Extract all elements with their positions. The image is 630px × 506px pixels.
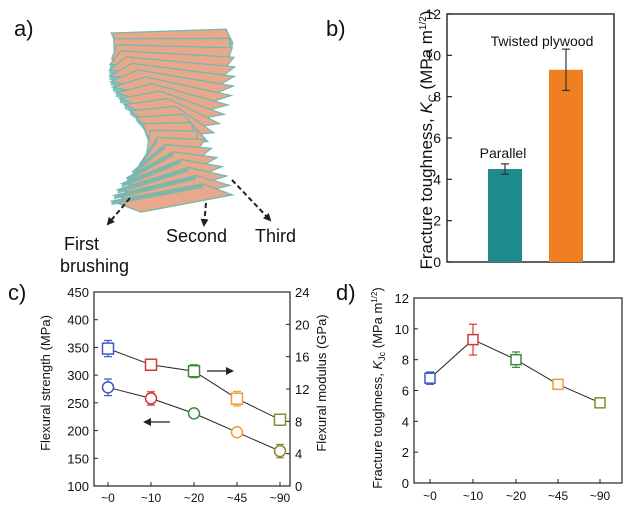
- chart-c-ytick-left-label: 150: [67, 451, 89, 466]
- chart-b-bar: [549, 69, 583, 262]
- chart-c-ytick-left-label: 400: [67, 313, 89, 328]
- chart-d-frame: [413, 297, 623, 484]
- chart-b-ytick-label: 12: [425, 6, 441, 22]
- plywood-layer-edge: [114, 175, 196, 200]
- chart-c-modulus-point: [101, 342, 115, 355]
- chart-b: Fracture toughness, KC (MPa m1/2) 0 2 4 6 8 1…: [417, 6, 615, 270]
- chart-c-ytick-right-label: 16: [295, 350, 309, 365]
- chart-c-ylabel-left: Flexural strength (MPa): [38, 315, 53, 451]
- chart-c-xtick-label: ~45: [227, 491, 248, 505]
- chart-c-modulus-point: [273, 413, 287, 426]
- chart-b-bar-label-twisted: Twisted plywood: [491, 33, 594, 49]
- twisted-plywood-illustration: [107, 28, 237, 213]
- chart-b-frame: [446, 13, 615, 263]
- chart-c-ytick-left-label: 450: [67, 285, 89, 300]
- chart-c-frame: [93, 291, 291, 487]
- chart-b-bar: [488, 169, 522, 262]
- annotation-second: Second: [166, 226, 227, 246]
- chart-c-strength-point: [187, 407, 201, 420]
- chart-d-point: [510, 353, 522, 366]
- chart-d-point: [467, 333, 479, 346]
- chart-d-ytick-label: 2: [402, 445, 409, 460]
- chart-d-line: [429, 339, 601, 404]
- plywood-layer-edge: [139, 137, 158, 169]
- chart-c-xtick-label: ~10: [141, 491, 162, 505]
- chart-c-ytick-left-label: 300: [67, 368, 89, 383]
- chart-c-ytick-right-label: 0: [295, 479, 302, 494]
- chart-d-xtick-label: ~45: [548, 489, 569, 503]
- panel-label-d: d): [336, 280, 356, 305]
- chart-c-modulus-point: [144, 358, 158, 371]
- chart-c-ytick-left-label: 350: [67, 340, 89, 355]
- chart-b-ytick-label: 4: [433, 171, 441, 187]
- chart-c-strength-point: [101, 381, 115, 394]
- chart-c-xtick-label: ~90: [270, 491, 291, 505]
- chart-c-xtick-label: ~20: [184, 491, 205, 505]
- chart-c-strength-point: [230, 425, 244, 439]
- chart-b-ytick-label: 0: [433, 254, 441, 270]
- chart-c-ytick-left-label: 250: [67, 396, 89, 411]
- chart-b-ytick-label: 2: [433, 213, 441, 229]
- chart-c: Flexural strength (MPa) Flexural modulus…: [38, 285, 329, 505]
- chart-d-ytick-label: 10: [395, 322, 409, 337]
- chart-d-ytick-label: 6: [402, 384, 409, 399]
- chart-d-xtick-label: ~10: [463, 489, 484, 503]
- plywood-layer-edge: [117, 167, 189, 194]
- annotation-third: Third: [255, 226, 296, 246]
- annotation-first: First: [64, 234, 99, 254]
- chart-d-point: [594, 397, 606, 409]
- chart-d-ytick-label: 4: [402, 414, 409, 429]
- chart-d: Fracture toughness, KJc (MPa m1/2) 0 2 4 6 8…: [370, 287, 623, 503]
- annotation-brushing: brushing: [60, 256, 129, 276]
- chart-b-ytick-label: 6: [433, 130, 441, 146]
- chart-c-strength-point: [273, 444, 287, 458]
- chart-c-ytick-right-label: 4: [295, 447, 302, 462]
- chart-c-ylabel-right: Flexural modulus (GPa): [314, 314, 329, 451]
- plywood-layer-edge: [126, 151, 173, 182]
- chart-b-ylabel: Fracture toughness, KC (MPa m1/2): [417, 10, 439, 269]
- chart-d-point: [552, 378, 564, 391]
- panel-label-b: b): [326, 16, 346, 41]
- panel-label-a: a): [14, 16, 34, 41]
- chart-d-ylabel: Fracture toughness, KJc (MPa m1/2): [370, 287, 387, 489]
- plywood-layer-edge: [132, 144, 166, 176]
- chart-d-point: [424, 372, 436, 384]
- chart-c-ytick-right-label: 8: [295, 414, 302, 429]
- chart-c-xtick-label: ~0: [101, 491, 115, 505]
- chart-c-ytick-right-label: 12: [295, 382, 309, 397]
- chart-d-ytick-label: 8: [402, 353, 409, 368]
- chart-c-modulus-point: [187, 364, 201, 378]
- chart-b-ytick-label: 8: [433, 89, 441, 105]
- chart-c-ytick-right-label: 24: [295, 285, 309, 300]
- chart-c-strength-point: [144, 392, 158, 405]
- chart-c-ytick-left-label: 100: [67, 479, 89, 494]
- chart-c-modulus-point: [230, 392, 244, 405]
- chart-c-ytick-right-label: 20: [295, 317, 309, 332]
- chart-d-ytick-label: 12: [395, 291, 409, 306]
- chart-b-ytick-label: 10: [425, 47, 441, 63]
- chart-d-xtick-label: ~90: [590, 489, 611, 503]
- chart-d-xtick-label: ~0: [423, 489, 437, 503]
- chart-b-bar-label-parallel: Parallel: [480, 145, 527, 161]
- plywood-layer-edge: [111, 183, 203, 206]
- chart-c-ytick-left-label: 200: [67, 424, 89, 439]
- panel-label-c: c): [8, 280, 26, 305]
- chart-d-ytick-label: 0: [402, 476, 409, 491]
- panel-a-arrows: [106, 179, 272, 227]
- plywood-layer-edge: [121, 159, 181, 188]
- chart-d-xtick-label: ~20: [506, 489, 527, 503]
